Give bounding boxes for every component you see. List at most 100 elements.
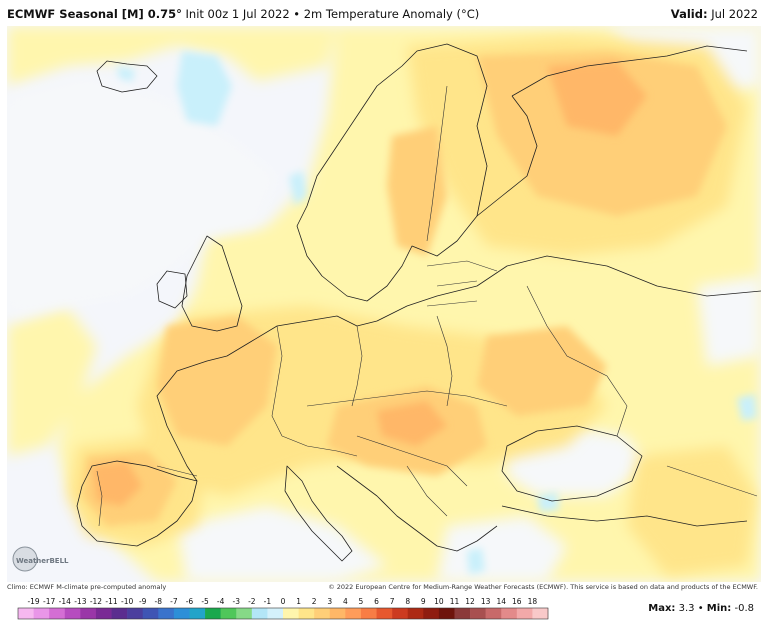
coast-iberia [76, 460, 198, 547]
degree-symbol: ° [176, 7, 182, 21]
scale-swatch [516, 608, 533, 619]
scale-tick-label: 7 [390, 597, 395, 606]
scale-tick-label: 12 [465, 597, 475, 606]
scale-swatch [532, 608, 549, 619]
border-central-east [306, 390, 508, 407]
scale-tick-label: 8 [405, 597, 410, 606]
scale-swatch [438, 608, 455, 619]
max-label: Max: [648, 603, 676, 614]
credits-bar: Climo: ECMWF M-climate pre-computed anom… [0, 582, 768, 592]
header-bar: ECMWF Seasonal [M] 0.75° Init 00z 1 Jul … [0, 0, 768, 26]
scale-swatch [329, 608, 346, 619]
scale-swatch [49, 608, 66, 619]
scale-swatch [64, 608, 81, 619]
scale-swatch [111, 608, 128, 619]
scale-swatch [189, 608, 206, 619]
scale-tick-label: -5 [201, 597, 209, 606]
coast-russia-north [511, 45, 748, 97]
min-label: Min: [706, 603, 732, 614]
zero-region-mediterranean [177, 506, 387, 582]
scale-swatches [17, 607, 549, 620]
scale-swatch [407, 608, 424, 619]
border-caucasus [666, 465, 758, 497]
scale-tick-label: 3 [327, 597, 332, 606]
stats-separator: • [694, 603, 707, 614]
scale-swatch [485, 608, 502, 619]
color-scale: -19 -17 -14 -13 -12 -11 -10 -9 -8 -7 -6 -5 -4 -3 -2 -1 0… [17, 597, 549, 620]
scale-swatch [142, 608, 159, 619]
coast-ireland [156, 270, 188, 309]
scale-tick-label: 11 [450, 597, 460, 606]
scale-swatch [470, 608, 486, 619]
zero-region-north-atlantic [7, 76, 277, 316]
zero-region-caspian [697, 276, 761, 366]
scale-swatch [501, 608, 518, 619]
scale-tick-label: 5 [359, 597, 364, 606]
scale-tick-label: -2 [248, 597, 256, 606]
scale-tick-label: -12 [90, 597, 102, 606]
scale-tick-label: -3 [232, 597, 240, 606]
cold-region-caspian [737, 394, 757, 421]
anomaly-region-a3-north [477, 51, 727, 216]
anomaly-region-a4-russia [547, 61, 647, 136]
weatherbell-logo: WeatherBELL [12, 546, 69, 572]
coast-scandinavia [296, 43, 488, 302]
scale-swatch [236, 608, 253, 619]
anomaly-region-a3-ukraine [477, 326, 607, 416]
scale-swatch [80, 608, 97, 619]
scale-swatch [376, 608, 393, 619]
border-alps [281, 435, 358, 457]
scale-tick-label: -10 [121, 597, 133, 606]
cold-anomaly-layer [117, 51, 757, 574]
scale-swatch [127, 608, 144, 619]
coastlines [76, 43, 761, 562]
coast-turkey [501, 505, 748, 527]
logo-globe-icon [12, 546, 38, 572]
border-france-spain [156, 465, 198, 477]
anomaly-region-a3-france [157, 316, 277, 446]
scale-tick-label: 0 [281, 597, 286, 606]
scale-tick-label: 14 [496, 597, 506, 606]
scale-swatch [251, 608, 268, 619]
model-name: ECMWF Seasonal [M] 0.75 [7, 7, 177, 21]
valid-time: Valid: Jul 2022 [671, 7, 758, 21]
cold-region-iceland-sea [177, 51, 232, 126]
scale-swatch [95, 608, 112, 619]
min-value: -0.8 [734, 603, 754, 614]
border-poland-ukraine [436, 315, 453, 407]
scale-swatch [283, 608, 299, 619]
europe-anomaly-map [7, 26, 761, 582]
scale-tick-label: -8 [155, 597, 163, 606]
scale-tick-label: 13 [481, 597, 491, 606]
scale-tick-label: -4 [217, 597, 225, 606]
scale-tick-label: 4 [343, 597, 348, 606]
max-value: 3.3 [678, 603, 695, 614]
scale-tick-label: -13 [74, 597, 86, 606]
scale-swatch [360, 608, 377, 619]
copyright-note: © 2022 European Centre for Medium-Range … [328, 583, 758, 591]
scale-tick-label: 18 [528, 597, 538, 606]
scale-tick-label: 2 [312, 597, 317, 606]
cold-region-norway [289, 171, 307, 206]
anomaly-region-a4-iberia [92, 461, 142, 506]
anomaly-region-a4-hungary [377, 401, 447, 446]
coast-france-west [156, 340, 253, 482]
scale-border [17, 607, 549, 620]
scale-tick-label: -11 [105, 597, 117, 606]
coast-continent [251, 255, 761, 342]
anomaly-region-a3-scandinavia [387, 126, 447, 256]
coast-black-sea [501, 425, 643, 502]
scale-swatch [158, 608, 175, 619]
scale-tick-label: 10 [434, 597, 444, 606]
scale-tick-label: -6 [186, 597, 194, 606]
valid-label: Valid: [670, 7, 708, 21]
coast-iceland [96, 60, 158, 93]
border-ukraine-russia [526, 285, 628, 437]
scale-swatch [220, 608, 237, 619]
scale-swatch [345, 608, 362, 619]
border-scandinavia [426, 85, 448, 242]
border-spain-portugal [96, 470, 103, 527]
climo-note: Climo: ECMWF M-climate pre-computed anom… [7, 583, 167, 591]
border-balkans [356, 435, 468, 517]
scale-tick-label: -14 [59, 597, 71, 606]
